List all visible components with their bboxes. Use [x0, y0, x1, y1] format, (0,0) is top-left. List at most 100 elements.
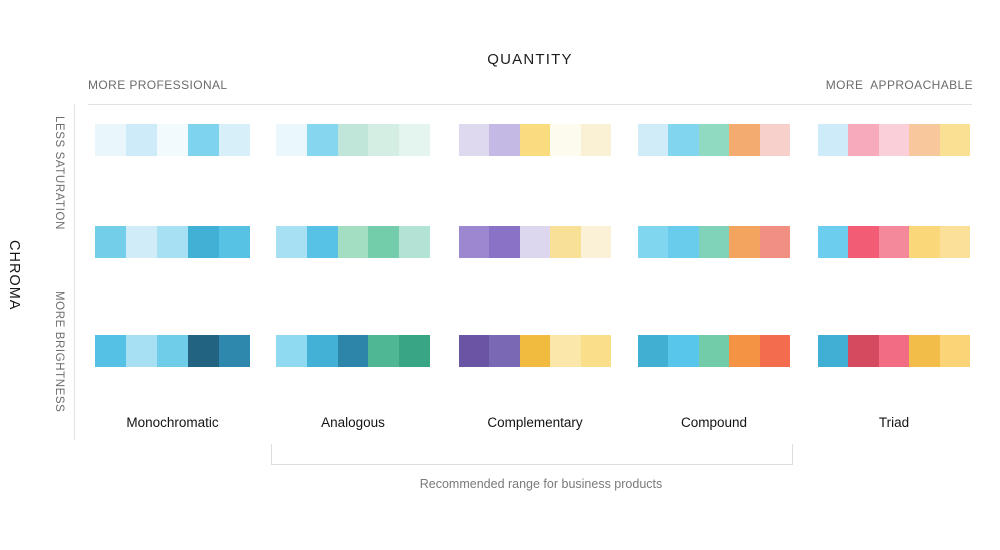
color-swatch	[909, 226, 940, 258]
more-brightness-label: MORE BRIGHTNESS	[53, 291, 65, 413]
quantity-axis-title: QUANTITY	[487, 51, 573, 68]
palette-strip-analogous-less-saturation	[276, 124, 430, 156]
column-label-monochromatic: Monochromatic	[126, 415, 219, 430]
color-swatch	[848, 335, 879, 367]
color-swatch	[519, 124, 551, 156]
color-swatch	[698, 226, 730, 258]
color-swatch	[519, 226, 551, 258]
color-swatch	[219, 335, 250, 367]
color-swatch	[95, 124, 126, 156]
color-swatch	[818, 124, 849, 156]
color-swatch	[95, 335, 126, 367]
color-swatch	[368, 226, 400, 258]
color-swatch	[668, 124, 699, 156]
chroma-axis-title: CHROMA	[6, 240, 22, 311]
color-swatch	[729, 226, 760, 258]
color-swatch	[759, 335, 791, 367]
color-swatch	[157, 335, 188, 367]
chroma-axis-line	[74, 104, 75, 440]
color-swatch	[337, 124, 369, 156]
color-swatch	[95, 226, 126, 258]
palette-strip-analogous-middle	[276, 226, 430, 258]
color-swatch	[939, 226, 971, 258]
color-swatch	[818, 226, 849, 258]
color-swatch	[368, 124, 400, 156]
quantity-axis-line	[88, 104, 972, 105]
color-swatch	[698, 124, 730, 156]
color-swatch	[668, 335, 699, 367]
color-swatch	[909, 124, 940, 156]
color-swatch	[698, 335, 730, 367]
palette-strip-monochromatic-more-brightness	[95, 335, 250, 367]
color-swatch	[337, 335, 369, 367]
color-swatch	[519, 335, 551, 367]
palette-strip-compound-less-saturation	[638, 124, 791, 156]
color-swatch	[126, 335, 157, 367]
less-saturation-label: LESS SATURATION	[53, 116, 65, 231]
column-label-complementary: Complementary	[487, 415, 583, 430]
palette-strip-complementary-more-brightness	[459, 335, 612, 367]
color-swatch	[368, 335, 400, 367]
palette-strip-complementary-middle	[459, 226, 612, 258]
color-swatch	[848, 124, 879, 156]
color-swatch	[306, 226, 338, 258]
palette-strip-monochromatic-middle	[95, 226, 250, 258]
color-swatch	[399, 226, 430, 258]
palette-strip-triad-less-saturation	[818, 124, 971, 156]
color-swatch	[580, 124, 612, 156]
color-swatch	[848, 226, 879, 258]
color-swatch	[306, 124, 338, 156]
column-label-triad: Triad	[878, 415, 910, 430]
color-swatch	[489, 226, 520, 258]
color-swatch	[276, 335, 307, 367]
color-swatch	[489, 124, 520, 156]
color-swatch	[157, 226, 188, 258]
column-label-compound: Compound	[680, 415, 748, 430]
color-swatch	[909, 335, 940, 367]
color-swatch	[638, 335, 669, 367]
recommended-range-caption: Recommended range for business products	[419, 477, 663, 491]
color-swatch	[399, 335, 430, 367]
palette-strip-analogous-more-brightness	[276, 335, 430, 367]
color-swatch	[939, 124, 971, 156]
color-swatch	[550, 335, 581, 367]
color-swatch	[157, 124, 188, 156]
palette-strip-compound-middle	[638, 226, 791, 258]
palette-strip-compound-more-brightness	[638, 335, 791, 367]
color-swatch	[399, 124, 430, 156]
color-swatch	[459, 335, 490, 367]
palette-strip-complementary-less-saturation	[459, 124, 612, 156]
color-swatch	[219, 226, 250, 258]
color-swatch	[580, 335, 612, 367]
color-swatch	[668, 226, 699, 258]
color-swatch	[878, 226, 910, 258]
color-swatch	[489, 335, 520, 367]
color-swatch	[878, 335, 910, 367]
color-swatch	[550, 124, 581, 156]
color-swatch	[818, 335, 849, 367]
color-swatch	[219, 124, 250, 156]
color-swatch	[759, 124, 791, 156]
color-swatch	[459, 124, 490, 156]
color-swatch	[276, 124, 307, 156]
palette-strip-monochromatic-less-saturation	[95, 124, 250, 156]
color-swatch	[638, 226, 669, 258]
palette-strip-triad-middle	[818, 226, 971, 258]
color-swatch	[126, 124, 157, 156]
more-professional-label: MORE PROFESSIONAL	[88, 78, 228, 92]
color-swatch	[729, 335, 760, 367]
color-swatch	[306, 335, 338, 367]
color-swatch	[188, 124, 219, 156]
recommended-range-bracket	[271, 444, 793, 465]
palette-strip-triad-more-brightness	[818, 335, 971, 367]
color-swatch	[188, 226, 219, 258]
color-swatch	[276, 226, 307, 258]
more-approachable-label: MORE APPROACHABLE	[825, 78, 973, 92]
color-swatch	[939, 335, 971, 367]
color-swatch	[759, 226, 791, 258]
color-swatch	[550, 226, 581, 258]
color-swatch	[638, 124, 669, 156]
color-swatch	[580, 226, 612, 258]
color-swatch	[459, 226, 490, 258]
